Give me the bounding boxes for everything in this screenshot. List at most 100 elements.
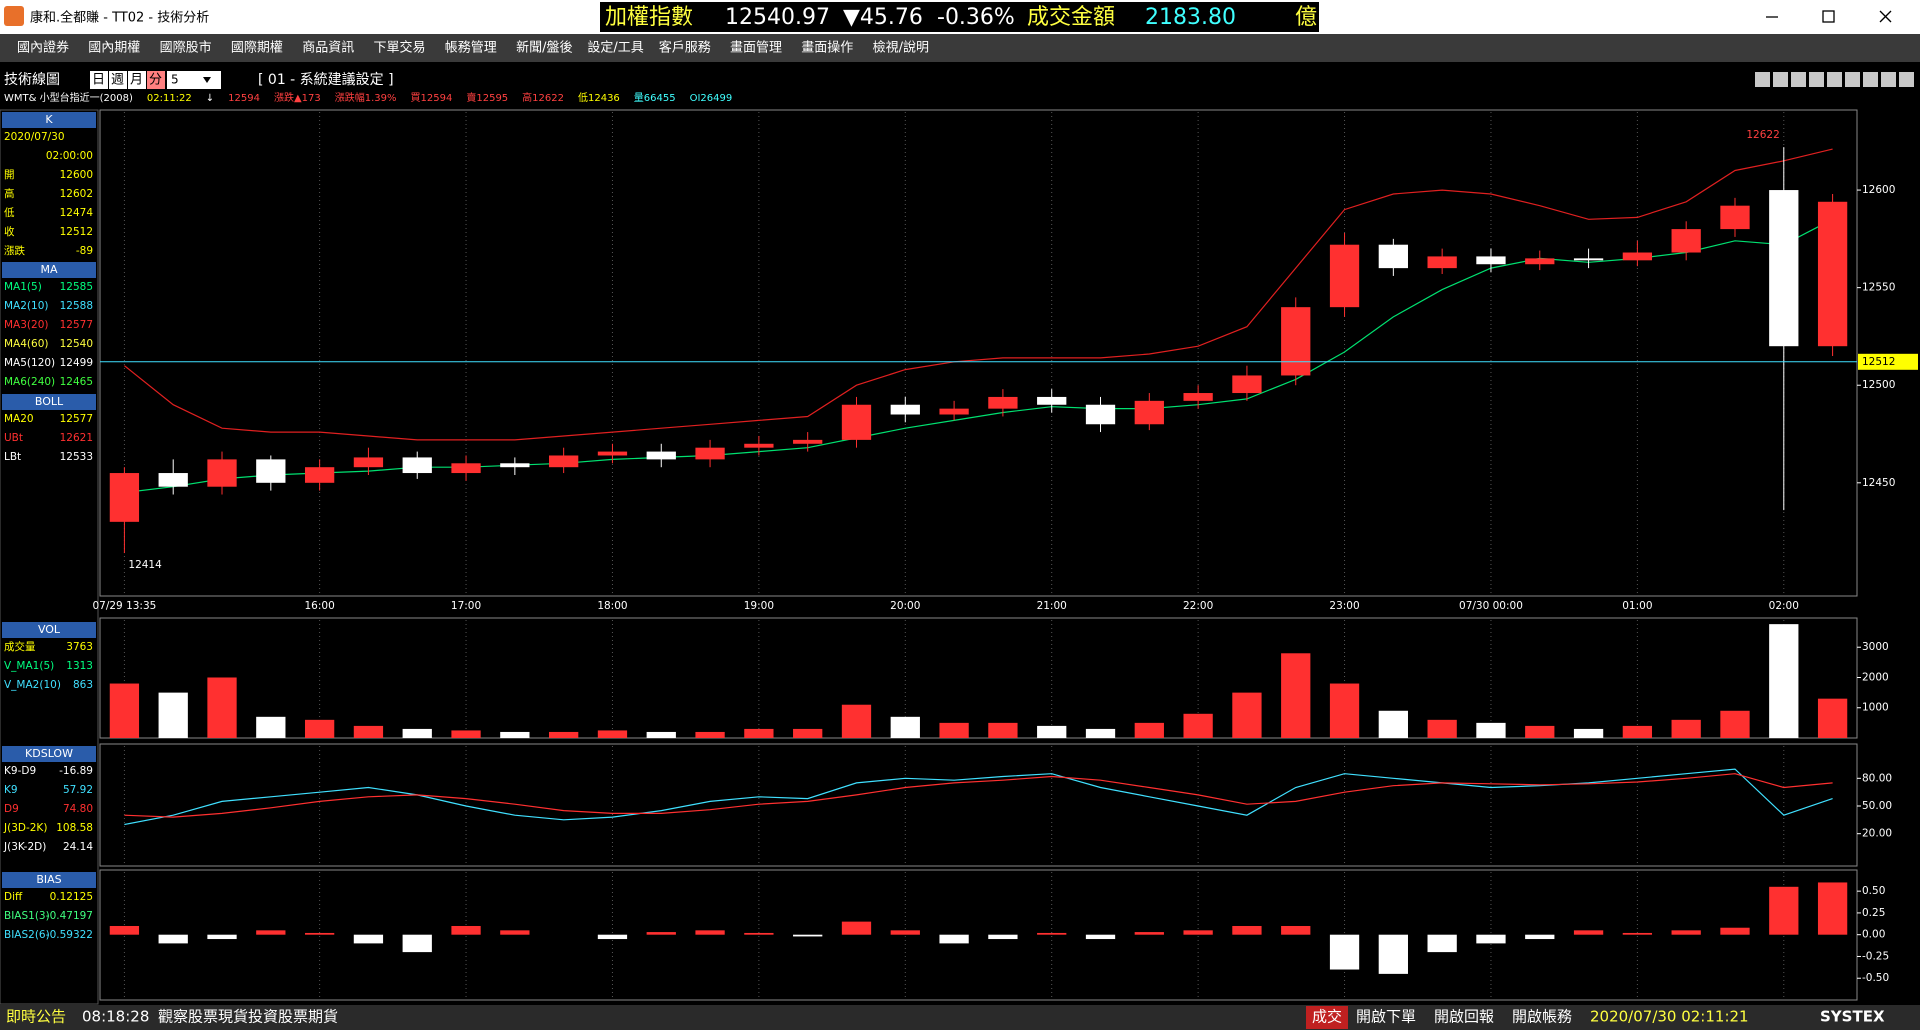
row-label: 收 [4, 225, 15, 238]
period-label: 月 [130, 73, 143, 88]
menu-item[interactable]: 下單交易 [374, 40, 426, 56]
x-tick-label: 07/29 13:35 [92, 600, 156, 612]
period-button[interactable] [147, 71, 165, 89]
row-value: 12588 [60, 300, 93, 312]
row-value: 1313 [66, 660, 93, 672]
bar [1573, 930, 1604, 935]
quote-item: 賣12595 [466, 91, 508, 104]
bar [207, 934, 237, 940]
menu-item[interactable]: 畫面操作 [801, 40, 853, 56]
menu-item[interactable]: 畫面管理 [730, 41, 782, 56]
bar [1622, 725, 1653, 738]
status-button[interactable]: 開啟帳務 [1512, 1008, 1572, 1026]
candle-body [695, 447, 725, 460]
bar [1476, 722, 1506, 738]
menu-item[interactable]: 國際股市 [160, 40, 212, 56]
row-value: 12474 [60, 207, 94, 219]
panel-frame [99, 109, 1858, 597]
bar [549, 731, 579, 738]
bar [1281, 653, 1311, 738]
period-button[interactable] [128, 71, 146, 89]
row-label: BIAS1(3) [4, 910, 50, 922]
ticker-change: ▼45.76 [843, 5, 923, 30]
bar [1671, 719, 1701, 738]
y-tick-label: 3000 [1862, 641, 1889, 653]
candle-body [939, 408, 969, 415]
row-value: 12540 [60, 338, 93, 350]
candle-body [1573, 258, 1604, 261]
row-value: 57.92 [63, 784, 93, 796]
y-tick-label: 1000 [1862, 702, 1889, 714]
bar [1817, 882, 1848, 935]
quote-item: 高12622 [522, 91, 564, 104]
row-label: V_MA2(10) [4, 679, 61, 691]
menu-item[interactable]: 國內期權 [88, 41, 140, 56]
panel-frame [99, 743, 1858, 867]
chart-tools[interactable] [1755, 72, 1914, 87]
status-button[interactable]: 開啟回報 [1434, 1008, 1494, 1026]
window-title: 康和.全都賺 - TT02 - 技術分析 [30, 10, 209, 26]
interval-select[interactable] [167, 71, 221, 89]
candle-body [646, 451, 676, 460]
row-label: K9 [4, 784, 18, 796]
ticker-amount-label: 成交金額 [1027, 5, 1115, 30]
quote-item: 02:11:22 [147, 93, 192, 104]
period-button[interactable] [109, 71, 127, 89]
y-tick-label: 20.00 [1862, 828, 1892, 840]
section-header [2, 622, 96, 638]
row-label: K9-D9 [4, 765, 36, 777]
status-button[interactable]: 開啟下單 [1356, 1008, 1416, 1026]
trade-badge[interactable] [1306, 1006, 1348, 1029]
quote-item: 量66455 [634, 92, 676, 104]
preset-name[interactable]: [ 01 - 系統建議設定 ] [258, 71, 394, 88]
bar [939, 722, 969, 738]
bar [646, 731, 676, 738]
row-value: 02:00:00 [46, 150, 93, 162]
bar [1232, 925, 1262, 935]
row-label: J(3D-2K) [3, 822, 47, 834]
menu-item[interactable]: 客戶服務 [659, 40, 711, 56]
row-label: 漲跌 [4, 244, 25, 257]
candle-body [500, 463, 530, 468]
row-label: MA2(10) [4, 300, 48, 312]
candle-body [1769, 190, 1799, 347]
candle-body [1134, 400, 1164, 425]
toolbar [0, 62, 1920, 108]
quote-item: ↓ [206, 93, 214, 104]
bar [1037, 932, 1067, 935]
bar [695, 930, 725, 935]
y-tick-label: 0.00 [1862, 929, 1885, 941]
menu-item[interactable]: 國內證券 [17, 40, 69, 56]
row-value: 863 [73, 679, 93, 691]
bar [841, 704, 872, 738]
bar [109, 683, 140, 738]
candle-body [1427, 256, 1457, 269]
ticker-unit: 億 [1295, 5, 1317, 30]
notice-label: 即時公告 [6, 1008, 66, 1026]
bar [256, 930, 286, 935]
bar [744, 728, 774, 738]
bar [158, 934, 188, 944]
row-value: 3763 [66, 641, 93, 653]
y-tick-label: 0.25 [1862, 907, 1885, 919]
bar [109, 925, 140, 935]
row-label: UBt [4, 432, 23, 444]
menu-item[interactable]: 檢視/說明 [873, 40, 929, 56]
candle-body [1085, 404, 1116, 425]
row-value: -16.89 [59, 765, 93, 777]
menu-item[interactable]: 商品資訊 [302, 41, 354, 56]
menu-item[interactable]: 設定/工具 [587, 40, 643, 56]
window-controls[interactable] [1766, 10, 1892, 23]
candle-body [256, 459, 286, 483]
row-label: 開 [4, 169, 15, 181]
row-label: MA20 [4, 413, 34, 425]
row-value: 12577 [60, 413, 93, 425]
bar [1525, 934, 1555, 940]
menu-item[interactable]: 帳務管理 [445, 41, 497, 56]
row-value: 12465 [60, 376, 93, 388]
row-label: MA5(120) [4, 357, 55, 369]
period-button[interactable] [90, 71, 108, 89]
menu-item[interactable]: 國際期權 [231, 41, 283, 56]
row-label: 低 [4, 206, 15, 219]
menu-item[interactable]: 新聞/盤後 [516, 40, 572, 56]
